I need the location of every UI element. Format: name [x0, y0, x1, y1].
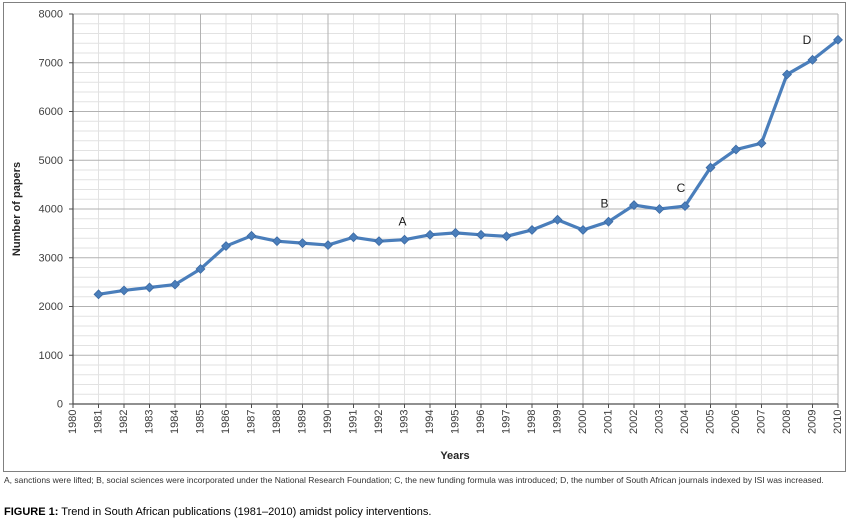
data-point-marker — [221, 241, 231, 252]
series-line — [96, 38, 840, 296]
data-point-marker — [476, 229, 486, 240]
y-tick-label: 4000 — [39, 204, 63, 216]
y-tick-label: 8000 — [39, 9, 63, 21]
figure-caption-label: FIGURE 1: — [4, 506, 59, 518]
x-tick-label: 1996 — [475, 410, 487, 434]
y-tick-label: 7000 — [39, 57, 63, 69]
x-tick-label: 1982 — [118, 410, 130, 434]
x-tick-label: 1985 — [195, 410, 207, 434]
figure-footnote: A, sanctions were lifted; B, social scie… — [4, 475, 824, 485]
x-tick-label: 1988 — [271, 410, 283, 434]
data-point-marker — [399, 234, 410, 245]
y-tick-label: 3000 — [39, 252, 63, 264]
x-tick-label: 2002 — [628, 410, 640, 434]
data-point-marker — [297, 238, 308, 249]
y-tick-label: 6000 — [39, 106, 63, 118]
figure-caption-text: Trend in South African publications (198… — [61, 506, 432, 518]
data-point-marker — [807, 54, 818, 65]
x-tick-label: 2009 — [807, 410, 819, 434]
data-point-marker — [195, 263, 206, 274]
x-tick-label: 2008 — [781, 410, 793, 434]
x-tick-label: 2007 — [756, 410, 768, 434]
data-point-marker — [272, 236, 282, 247]
x-tick-label: 2006 — [730, 410, 742, 434]
data-point-marker — [93, 289, 104, 300]
x-tick-label: 2001 — [603, 410, 615, 434]
x-tick-label: 1984 — [169, 410, 181, 434]
data-point-marker — [756, 138, 767, 149]
x-tick-label: 2003 — [654, 410, 666, 434]
x-tick-label: 1981 — [93, 410, 105, 434]
x-tick-label: 2005 — [705, 410, 717, 434]
annotation-a: A — [398, 215, 406, 229]
data-point-marker — [144, 282, 155, 293]
figure-border — [3, 2, 846, 472]
series-layer — [93, 34, 843, 300]
annotation-c: C — [677, 181, 686, 195]
data-point-marker — [501, 231, 512, 242]
data-point-marker — [705, 162, 716, 173]
x-tick-label: 1987 — [246, 410, 258, 434]
annotation-b: B — [600, 197, 608, 211]
x-tick-label: 1992 — [373, 410, 385, 434]
data-point-marker — [323, 240, 333, 251]
y-tick-label: 2000 — [39, 301, 63, 313]
data-point-marker — [833, 34, 843, 45]
data-point-marker — [654, 204, 665, 214]
x-tick-label: 1986 — [220, 410, 232, 434]
x-tick-label: 1980 — [67, 410, 79, 434]
annotation-d: D — [803, 33, 812, 47]
x-tick-label: 1989 — [297, 410, 309, 434]
label-layer: 1980 1981 1982 1983 1984 1985 1986 1987 1988 1989… — [39, 9, 844, 434]
data-point-marker — [527, 224, 537, 235]
data-point-marker — [425, 229, 435, 240]
x-tick-label: 1997 — [501, 410, 513, 434]
y-axis-title: Number of papers — [11, 162, 23, 256]
x-tick-label: 1990 — [322, 410, 334, 434]
y-tick-label: 0 — [57, 399, 63, 411]
data-point-marker — [170, 279, 180, 290]
data-point-marker — [680, 201, 690, 212]
x-axis-title: Years — [440, 450, 469, 462]
data-point-marker — [552, 214, 563, 225]
x-tick-label: 1995 — [450, 410, 462, 434]
data-point-marker — [348, 232, 359, 243]
x-tick-label: 2010 — [832, 410, 844, 434]
x-tick-label: 1999 — [552, 410, 564, 434]
y-tick-label: 5000 — [39, 155, 63, 167]
data-point-marker — [782, 69, 792, 80]
data-point-marker — [578, 224, 588, 235]
x-tick-label: 1994 — [424, 410, 436, 434]
publications-line-chart: 1980 1981 1982 1983 1984 1985 1986 1987 1988 1989… — [3, 2, 846, 472]
data-point-marker — [119, 285, 129, 296]
x-tick-label: 1998 — [526, 410, 538, 434]
data-point-marker — [603, 216, 614, 227]
x-tick-label: 1983 — [144, 410, 156, 434]
x-tick-label: 1991 — [348, 410, 360, 434]
y-tick-label: 1000 — [39, 350, 63, 362]
figure-caption: FIGURE 1: Trend in South African publica… — [4, 506, 848, 518]
x-tick-label: 2004 — [679, 410, 691, 434]
grid-layer — [73, 13, 839, 404]
data-point-marker — [450, 227, 461, 238]
data-point-marker — [731, 144, 741, 155]
x-tick-label: 1993 — [399, 410, 411, 434]
x-tick-label: 2000 — [577, 410, 589, 434]
data-point-marker — [246, 230, 257, 241]
data-point-marker — [374, 236, 384, 247]
axis-layer — [69, 13, 839, 408]
data-point-marker — [629, 200, 639, 211]
